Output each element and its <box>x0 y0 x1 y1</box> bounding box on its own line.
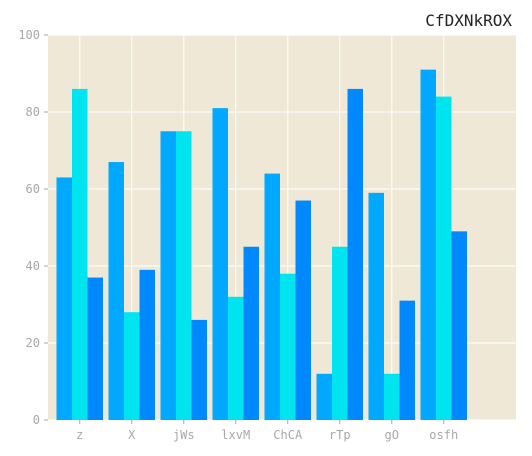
x-tick-label: z <box>76 428 83 442</box>
bar-series-2-gO <box>384 373 400 420</box>
bar-series-1-rTp <box>316 373 332 420</box>
bar-series-1-lxvM <box>212 108 228 421</box>
x-tick-label: gO <box>385 428 399 442</box>
y-tick-label: 60 <box>26 182 40 196</box>
x-tick-label: rTp <box>329 428 351 442</box>
x-tick-label: X <box>128 428 136 442</box>
bar-series-2-osfh <box>436 96 452 420</box>
bar-series-2-X <box>124 312 140 420</box>
y-tick-label: 80 <box>26 105 40 119</box>
y-axis-ticks: 0 20 40 60 80 100 <box>18 28 48 427</box>
y-tick-label: 100 <box>18 28 40 42</box>
x-tick-label: jWs <box>173 428 195 442</box>
bar-series-1-ChCA <box>264 173 280 420</box>
bar-series-2-lxvM <box>228 296 244 420</box>
bars <box>56 69 467 421</box>
y-tick-label: 0 <box>33 413 40 427</box>
x-tick-label: osfh <box>429 428 458 442</box>
bar-series-1-gO <box>368 192 384 420</box>
bar-series-3-lxvM <box>243 246 259 420</box>
bar-series-1-z <box>56 177 72 420</box>
bar-series-2-ChCA <box>280 273 296 420</box>
chart-title: CfDXNkROX <box>425 11 512 30</box>
bar-series-3-ChCA <box>295 200 311 420</box>
bar-series-3-X <box>139 269 155 420</box>
y-tick-label: 20 <box>26 336 40 350</box>
x-tick-label: lxvM <box>221 428 250 442</box>
x-tick-label: ChCA <box>273 428 303 442</box>
bar-series-1-osfh <box>420 69 436 421</box>
bar-series-3-rTp <box>347 88 363 421</box>
y-tick-label: 40 <box>26 259 40 273</box>
bar-series-2-z <box>72 88 88 421</box>
bar-series-2-jWs <box>176 131 192 420</box>
bar-series-3-z <box>87 277 103 420</box>
bar-series-3-gO <box>399 300 415 420</box>
bar-series-3-jWs <box>191 319 207 420</box>
bar-series-3-osfh <box>451 231 467 420</box>
bar-series-1-jWs <box>160 131 176 420</box>
bar-series-1-X <box>108 162 124 421</box>
bar-series-2-rTp <box>332 246 348 420</box>
